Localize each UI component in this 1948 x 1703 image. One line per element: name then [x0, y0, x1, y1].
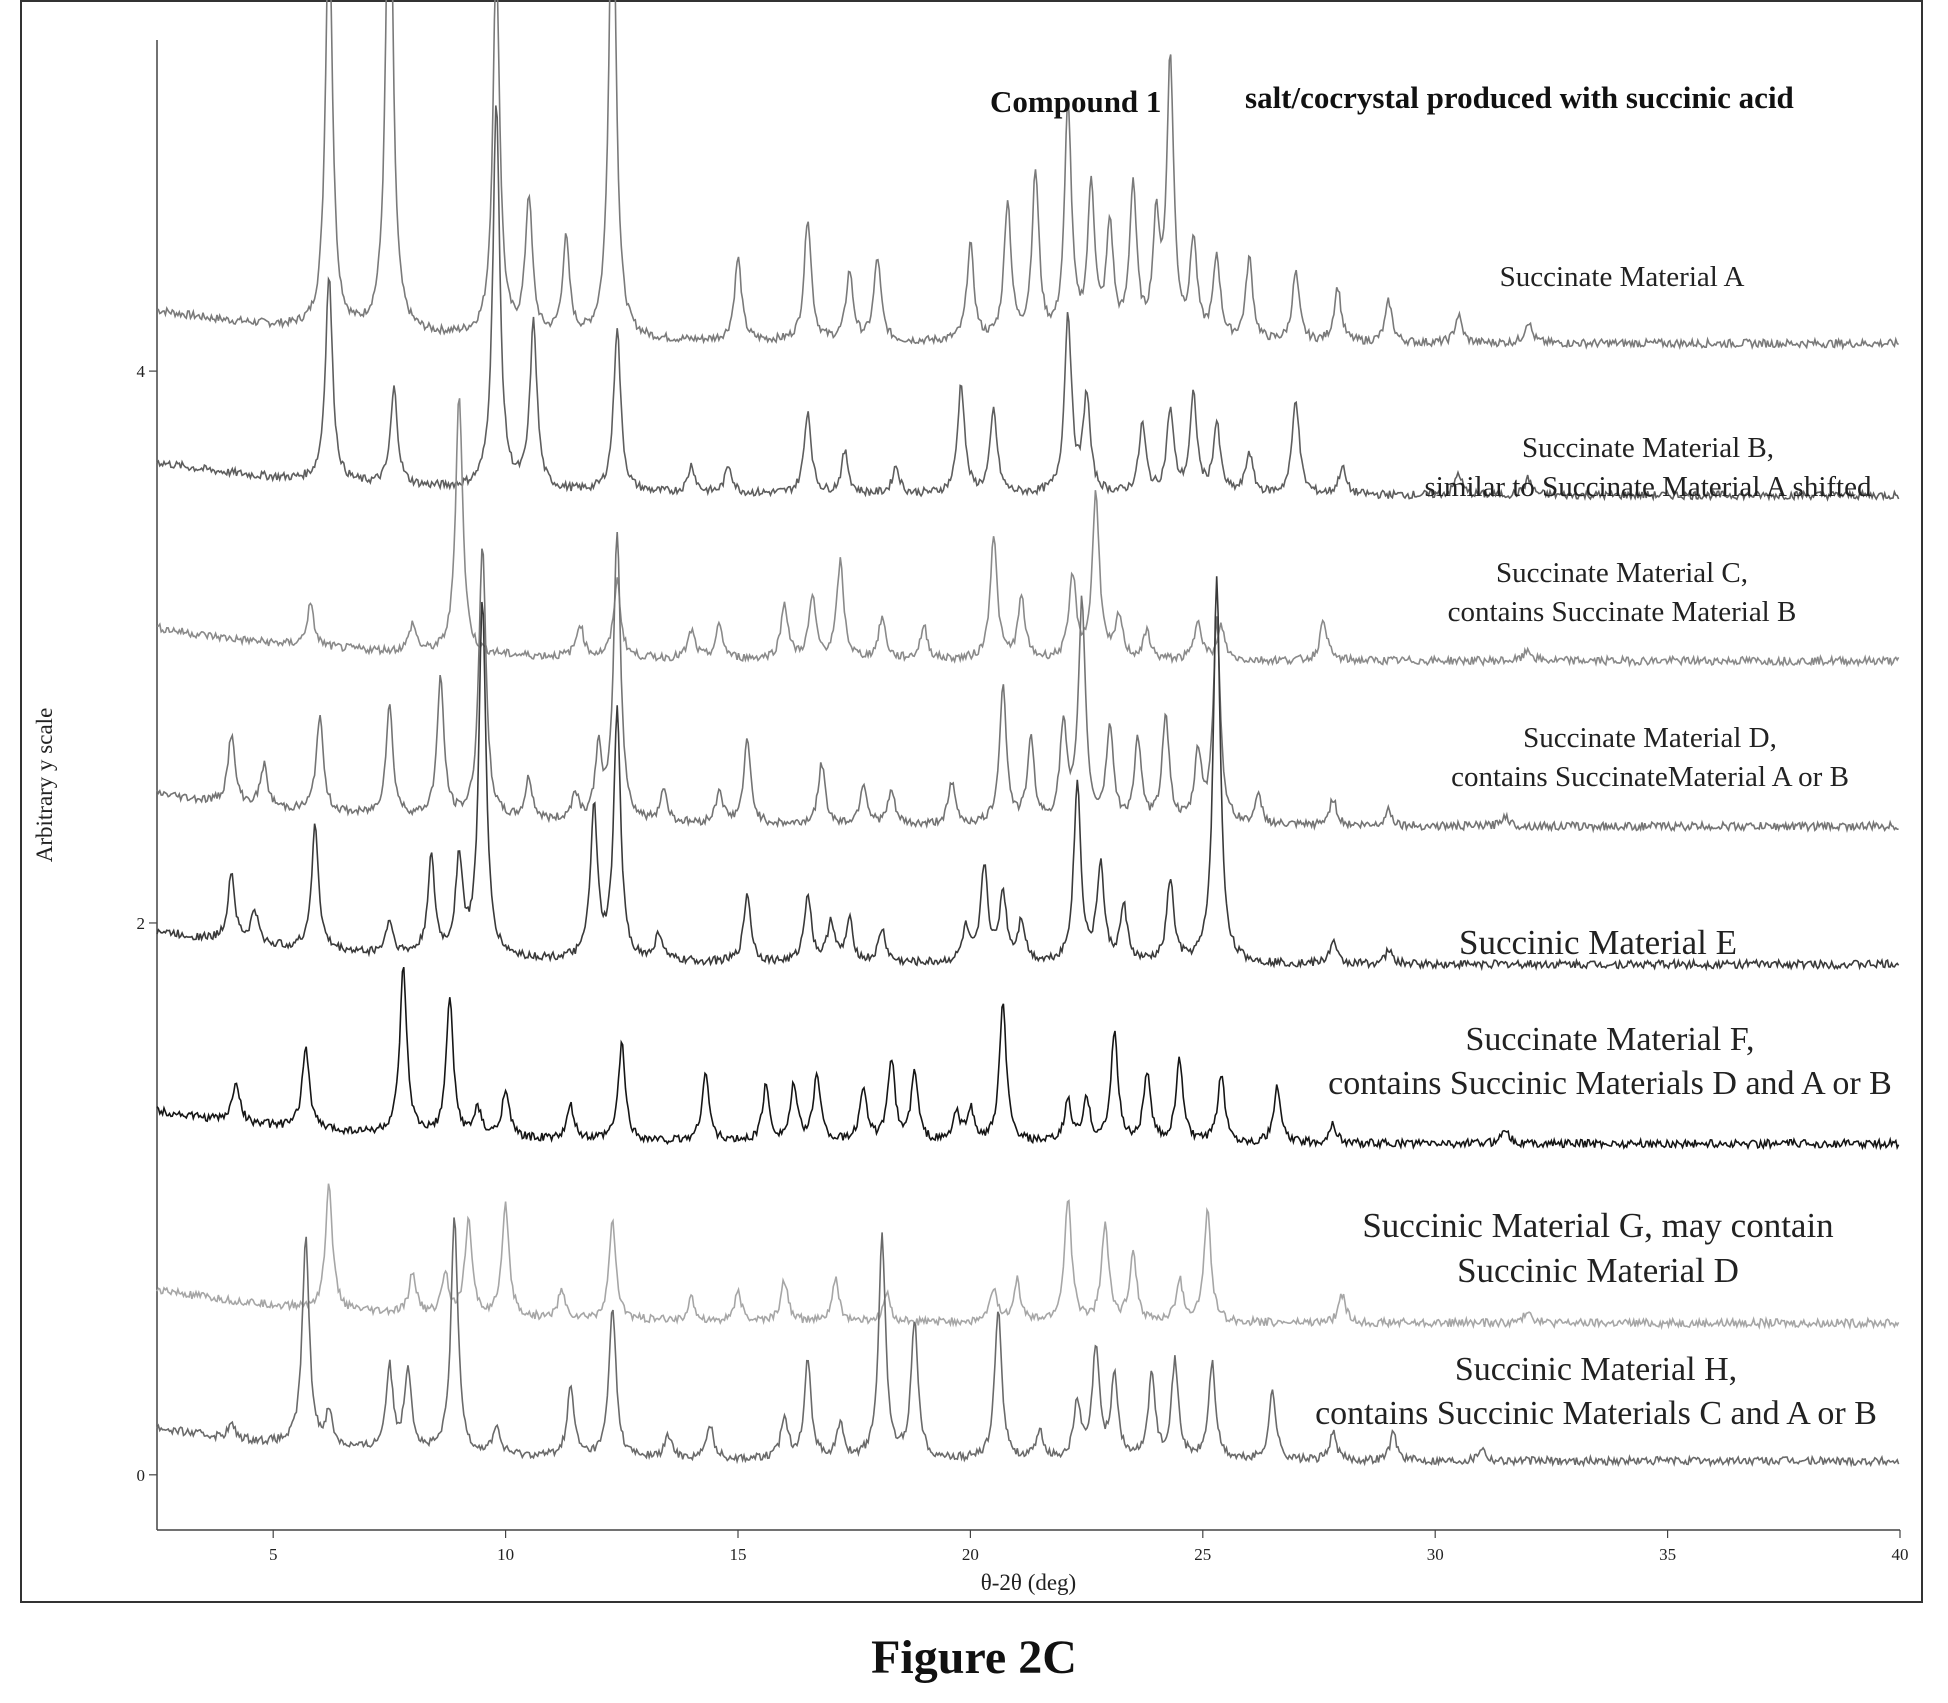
- chart-frame: [20, 0, 1923, 1603]
- figure-caption: Figure 2C: [871, 1631, 1077, 1684]
- series-labels: Succinate Material A Succinate Material B…: [1315, 261, 1892, 1432]
- x-tick-label: 40: [1892, 1545, 1909, 1564]
- series-label-4: Succinate Material D,: [1523, 722, 1777, 754]
- series-line-2: [156, 105, 1900, 502]
- series-line-3: [156, 398, 1900, 668]
- series-label-2: Succinate Material B,: [1522, 432, 1774, 464]
- series-line-8: [156, 1217, 1900, 1468]
- y-axis-label: Arbitrary y scale: [32, 708, 57, 863]
- title-part-1: Compound 1: [990, 84, 1161, 119]
- series-label-6: contains Succinic Materials D and A or B: [1328, 1065, 1892, 1102]
- series-label-3: Succinate Material C,: [1496, 557, 1748, 589]
- x-tick-label: 25: [1194, 1545, 1211, 1564]
- x-tick-label: 10: [497, 1545, 514, 1564]
- series-line-4: [156, 531, 1899, 834]
- series-line-7: [156, 1183, 1900, 1331]
- series-label-7: Succinic Material D: [1457, 1251, 1739, 1290]
- x-tick-label: 35: [1659, 1545, 1676, 1564]
- x-tick-label: 20: [962, 1545, 979, 1564]
- series-label-7: Succinic Material G, may contain: [1362, 1206, 1833, 1245]
- x-tick-label: 15: [730, 1545, 747, 1564]
- axes: 5 10 15 20 25 30 35 40 0 2 4 θ-2θ (deg) Arbitrary y …: [32, 40, 1909, 1595]
- series-line-1: [156, 0, 1900, 351]
- series-layer: [156, 0, 1900, 1468]
- series-label-5: Succinic Material E: [1459, 923, 1737, 962]
- chart-title: Compound 1 salt/cocrystal produced with s…: [990, 80, 1794, 119]
- series-label-2: similar to Succinate Material A shifted: [1425, 471, 1872, 503]
- y-tick-label: 0: [137, 1466, 146, 1485]
- series-label-4: contains SuccinateMaterial A or B: [1451, 761, 1849, 793]
- y-tick-label: 4: [137, 362, 146, 381]
- y-tick-label: 2: [137, 914, 146, 933]
- series-line-5: [156, 576, 1900, 972]
- series-line-6: [156, 966, 1900, 1151]
- series-label-3: contains Succinate Material B: [1448, 596, 1797, 628]
- series-label-6: Succinate Material F,: [1465, 1021, 1754, 1058]
- series-label-8: Succinic Material H,: [1455, 1351, 1737, 1388]
- series-label-8: contains Succinic Materials C and A or B: [1315, 1395, 1877, 1432]
- x-tick-label: 5: [269, 1545, 278, 1564]
- title-part-2: salt/cocrystal produced with succinic ac…: [1245, 80, 1794, 115]
- series-label-1: Succinate Material A: [1500, 261, 1745, 293]
- x-axis-label: θ-2θ (deg): [981, 1570, 1076, 1595]
- x-tick-label: 30: [1427, 1545, 1444, 1564]
- chart: 5 10 15 20 25 30 35 40 0 2 4 θ-2θ (deg) Arbitrary y …: [32, 0, 1909, 1595]
